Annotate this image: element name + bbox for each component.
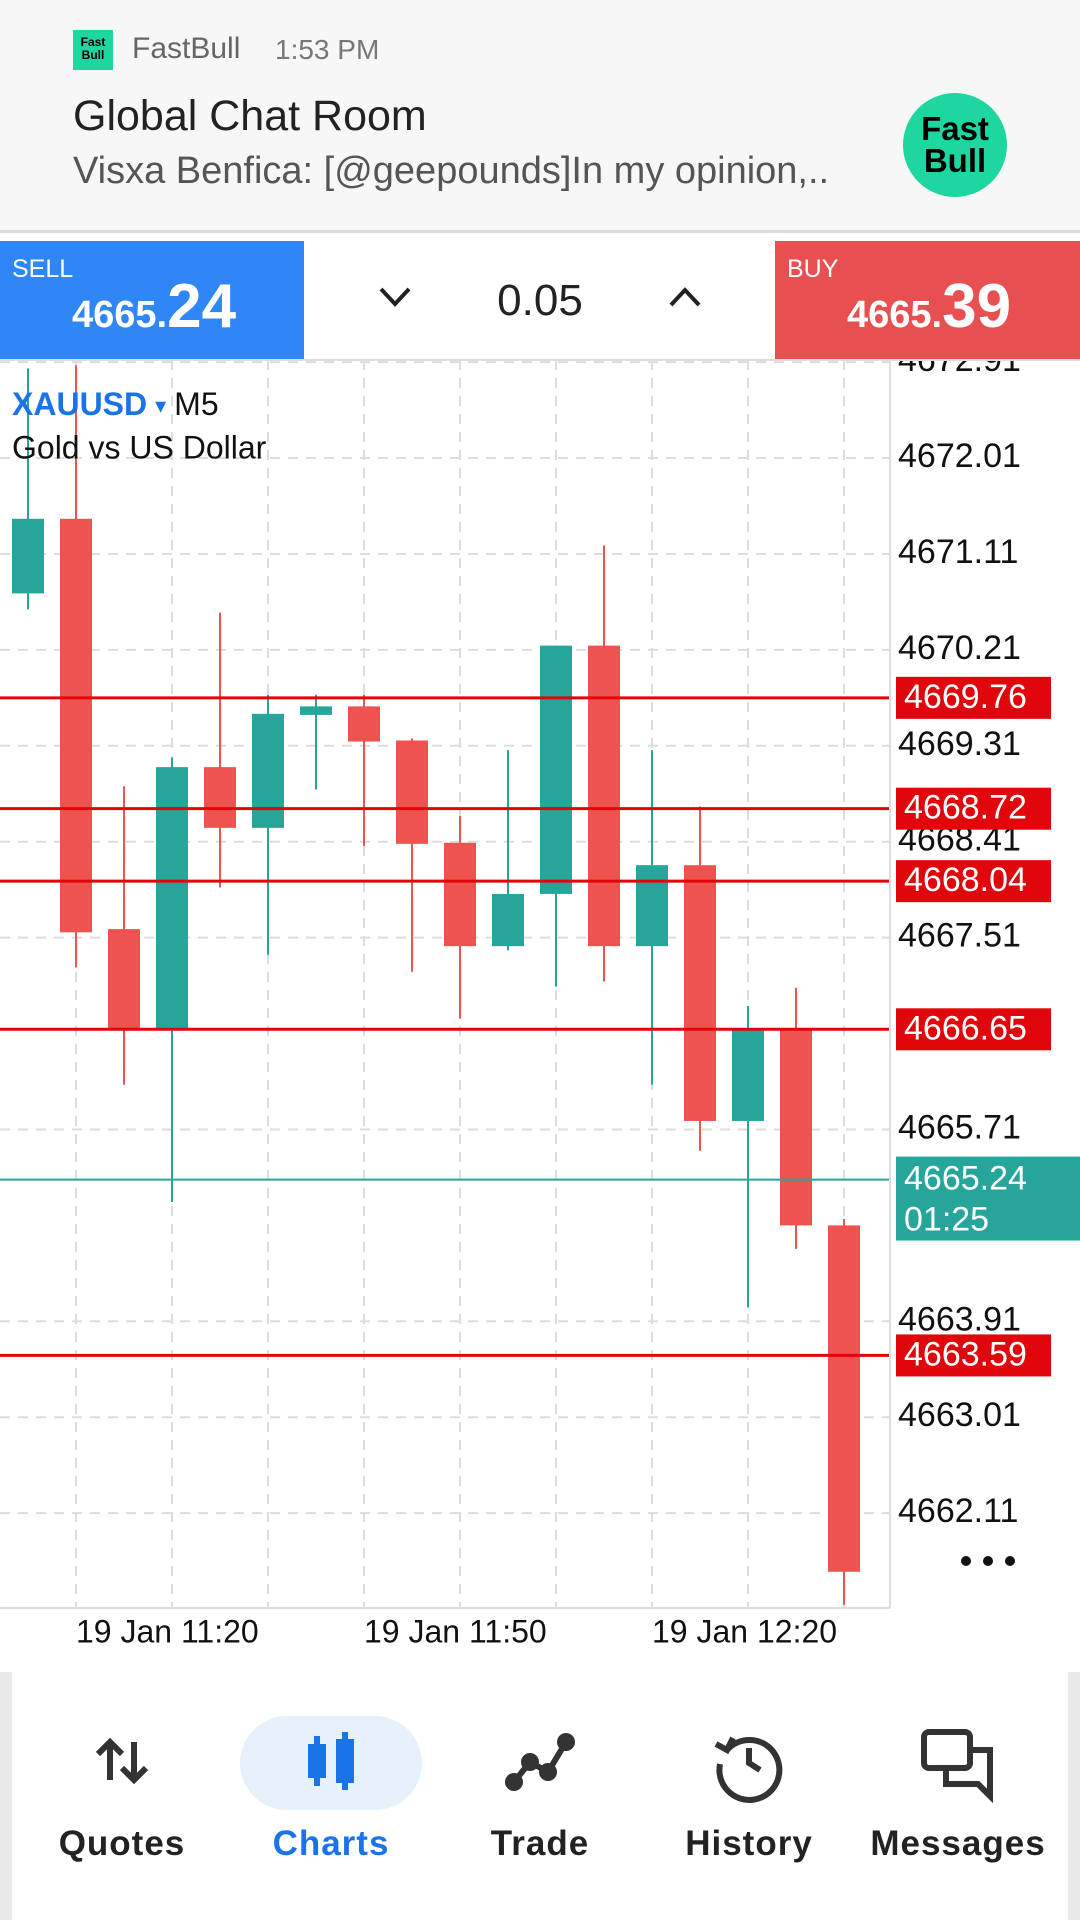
notification[interactable]: Fast Bull FastBull 1:53 PM Global Chat Ro… bbox=[0, 0, 1080, 233]
icon-text: Bull bbox=[81, 48, 105, 62]
price-tail: 24 bbox=[167, 272, 237, 341]
y-tick-label: 4672.01 bbox=[898, 437, 1021, 475]
sell-button[interactable]: SELL 4665.24 bbox=[0, 241, 304, 359]
y-tick-label: 4671.11 bbox=[898, 533, 1018, 571]
trade-icon bbox=[505, 1733, 575, 1791]
candle-body bbox=[636, 865, 668, 947]
level-label-bg bbox=[896, 676, 1051, 719]
app-name: FastBull bbox=[132, 32, 241, 65]
app-icon: Fast Bull bbox=[73, 30, 113, 70]
x-tick-label: 19 Jan 11:50 bbox=[364, 1613, 547, 1649]
candle-body bbox=[492, 893, 524, 947]
volume[interactable]: 0.05 bbox=[497, 276, 583, 325]
level-label: 4663.59 bbox=[904, 1335, 1027, 1373]
current-price-label: 4665.24 bbox=[904, 1160, 1027, 1198]
icon-text: Fast bbox=[80, 35, 106, 49]
buy-label: BUY bbox=[787, 255, 839, 283]
level-label: 4668.72 bbox=[904, 789, 1027, 827]
subtitle: Gold vs US Dollar bbox=[12, 429, 267, 465]
bottom-nav: Quotes Charts Trade History Messages bbox=[0, 1672, 1080, 1920]
timeframe: M5 bbox=[174, 386, 218, 422]
nav-icons bbox=[95, 1729, 993, 1804]
active-pill bbox=[240, 1716, 422, 1810]
buy-button[interactable]: BUY 4665.39 bbox=[775, 241, 1080, 359]
candle-body bbox=[108, 929, 140, 1031]
level-label: 4669.76 bbox=[904, 678, 1027, 716]
logo-text: Fast bbox=[921, 110, 989, 147]
price-head: 4665. bbox=[72, 294, 168, 336]
level-label: 4666.65 bbox=[904, 1009, 1027, 1047]
nav-item[interactable]: Messages bbox=[870, 1824, 1046, 1863]
y-tick-label: 4663.91 bbox=[898, 1300, 1021, 1338]
candle-body bbox=[60, 518, 92, 933]
nav-item[interactable]: Trade bbox=[490, 1824, 590, 1863]
trade-panel: SELL 4665.24 0.05 BUY 4665.39 bbox=[0, 241, 1080, 361]
decrease-button[interactable] bbox=[378, 285, 412, 309]
history-icon bbox=[714, 1736, 783, 1803]
nav-item[interactable]: Charts bbox=[272, 1824, 390, 1863]
notification-title: Global Chat Room bbox=[73, 92, 427, 140]
level-label-bg bbox=[896, 787, 1051, 830]
candle-body bbox=[396, 740, 428, 844]
candle-body bbox=[444, 842, 476, 947]
y-tick-label: 4669.31 bbox=[898, 725, 1021, 763]
candle-body bbox=[684, 865, 716, 1121]
buy-price: 4665.39 bbox=[847, 271, 1011, 342]
y-tick-label: 4665.71 bbox=[898, 1108, 1021, 1146]
candle-body bbox=[204, 767, 236, 828]
quotes-icon bbox=[95, 1737, 149, 1785]
charts-icon bbox=[308, 1732, 354, 1790]
logo: Fast Bull bbox=[903, 93, 1007, 197]
level-label: 4668.04 bbox=[904, 861, 1027, 899]
dropdown-icon: ▾ bbox=[155, 393, 166, 418]
candle-body bbox=[540, 645, 572, 894]
y-tick-label: 4663.01 bbox=[898, 1396, 1021, 1434]
sell-price: 4665.24 bbox=[72, 271, 236, 342]
x-tick-label: 19 Jan 12:20 bbox=[652, 1613, 837, 1649]
y-tick-label: 4662.11 bbox=[898, 1492, 1018, 1530]
logo-text: Bull bbox=[923, 142, 987, 179]
symbol: XAUUSD bbox=[12, 386, 147, 422]
symbol-line[interactable]: XAUUSD ▾ M5 bbox=[12, 386, 219, 422]
countdown: 01:25 bbox=[904, 1201, 989, 1239]
increase-button[interactable] bbox=[668, 285, 702, 309]
candle-body bbox=[12, 518, 44, 594]
more-button[interactable] bbox=[961, 1556, 1015, 1566]
x-tick-label: 19 Jan 11:20 bbox=[76, 1613, 259, 1649]
level-label-bg bbox=[896, 860, 1051, 903]
nav-item[interactable]: History bbox=[685, 1824, 813, 1863]
candle-body bbox=[252, 713, 284, 828]
level-label-bg bbox=[896, 1008, 1051, 1051]
messages-icon bbox=[921, 1729, 993, 1804]
chart[interactable]: 4672.914672.014671.114670.214669.314668.… bbox=[0, 0, 1080, 1672]
nav-panel bbox=[12, 1672, 1068, 1920]
candle-body bbox=[828, 1225, 860, 1572]
y-tick-label: 4670.21 bbox=[898, 629, 1021, 667]
notification-message: Visxa Benfica: [@geepounds]In my opinion… bbox=[73, 150, 830, 192]
price-tail: 39 bbox=[942, 272, 1012, 341]
price-head: 4665. bbox=[847, 294, 943, 336]
current-price-bg bbox=[896, 1156, 1080, 1241]
candle-body bbox=[300, 706, 332, 715]
nav-item[interactable]: Quotes bbox=[58, 1824, 186, 1863]
sell-label: SELL bbox=[12, 255, 74, 283]
y-tick-label: 4667.51 bbox=[898, 917, 1021, 955]
candle-body bbox=[156, 767, 188, 1031]
candle-body bbox=[588, 645, 620, 947]
level-label-bg bbox=[896, 1334, 1051, 1377]
candle-body bbox=[348, 706, 380, 742]
candle-body bbox=[780, 1030, 812, 1226]
candle-body bbox=[732, 1030, 764, 1121]
time: 1:53 PM bbox=[275, 34, 380, 65]
